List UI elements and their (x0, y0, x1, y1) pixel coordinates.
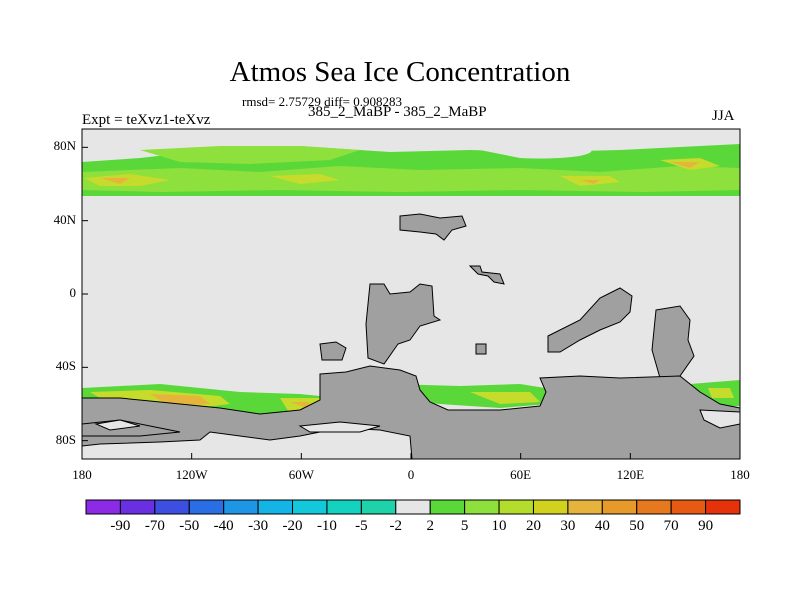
colorbar-label: 90 (698, 518, 714, 534)
colorbar-swatch (154, 499, 190, 515)
colorbar-label: 5 (460, 518, 469, 534)
x-tick-label: 60E (510, 467, 532, 482)
antarctic-ice-core (90, 390, 330, 414)
ocean-gap-2 (298, 421, 381, 433)
antarctic-ice-pacific-core (708, 388, 734, 398)
land-east-ridge (547, 287, 633, 353)
colorbar-label: -20 (282, 518, 303, 534)
colorbar-label: 30 (560, 518, 576, 534)
x-tick-label: 0 (407, 467, 415, 482)
colorbar-swatch (292, 499, 328, 515)
colorbar-label: -5 (355, 518, 368, 534)
colorbar-label: 20 (525, 518, 541, 534)
antarctic-ice-east-core (470, 392, 540, 404)
colorbar-swatch (636, 499, 672, 515)
colorbar-label: -90 (110, 518, 131, 534)
colorbar-label: 10 (491, 518, 507, 534)
x-tick-label: 180 (72, 467, 92, 482)
ocean-gap-1 (94, 419, 141, 431)
y-tick-label: 0 (69, 285, 77, 300)
land-east-spine (651, 305, 695, 379)
colorbar-swatch (257, 499, 294, 515)
x-tick-label: 120W (175, 467, 208, 482)
colorbar-label: -70 (144, 518, 165, 534)
colorbar-swatch (429, 499, 466, 515)
land-central (365, 283, 442, 365)
colorbar-swatch (395, 499, 431, 515)
arctic-ice-core (84, 158, 720, 186)
land-north-2 (468, 265, 505, 285)
colorbar-label: -40 (213, 518, 234, 534)
colorbar-label: 50 (629, 518, 645, 534)
colorbar-label: -30 (248, 518, 269, 534)
colorbar-swatch (188, 499, 225, 515)
y-tick-label: 80N (53, 138, 76, 154)
colorbar-swatch (601, 499, 638, 515)
x-tick-label: 180 (730, 467, 750, 482)
chart-title: Atmos Sea Ice Concentration (229, 56, 571, 88)
runs-label: 385_2_MaBP - 385_2_MaBP (308, 104, 487, 120)
season-label: JJA (712, 108, 735, 124)
y-tick-label: 80S (55, 431, 76, 447)
x-tick-label: 120E (616, 467, 645, 482)
antarctic-ocean-gaps (94, 409, 740, 433)
land-small-west (319, 341, 347, 361)
land-small-mid (475, 343, 487, 355)
x-axis-ticks (81, 453, 741, 459)
colorbar-swatch (498, 499, 534, 515)
stats-line: rmsd= 2.75729 diff= 0.908283 (242, 94, 402, 109)
colorbar-swatch (360, 499, 397, 515)
experiment-label: Expt = teXvz1-teXvz (82, 112, 211, 128)
colorbar-label: -2 (389, 518, 403, 534)
colorbar (85, 499, 741, 515)
colorbar-swatch (670, 499, 707, 515)
map-plot-area (82, 129, 740, 459)
arctic-ice-inner (82, 166, 740, 192)
colorbar-label: 70 (663, 518, 679, 534)
land-antarctica (82, 365, 740, 459)
y-tick-label: 40N (53, 211, 76, 227)
arctic-ice-gap (480, 142, 592, 159)
land-masses (82, 213, 740, 459)
colorbar-label: 2 (426, 518, 434, 534)
x-tick-label: 60W (288, 467, 314, 482)
colorbar-swatch (119, 499, 156, 515)
colorbar-swatch (705, 499, 741, 515)
colorbar-swatch (223, 499, 259, 515)
land-north-1 (399, 213, 467, 241)
y-axis-ticks (82, 146, 88, 442)
colorbar-label: 40 (594, 518, 610, 534)
colorbar-label: -10 (316, 518, 337, 534)
colorbar-swatch (532, 499, 569, 515)
colorbar-swatch (567, 499, 603, 515)
ocean-gap-3 (699, 409, 740, 429)
colorbar-swatch (326, 499, 362, 515)
colorbar-swatch (85, 499, 121, 515)
colorbar-label: -50 (179, 518, 200, 534)
colorbar-swatch (464, 499, 500, 515)
y-tick-label: 40S (55, 358, 76, 374)
arctic-ice-band-upper (140, 146, 360, 164)
